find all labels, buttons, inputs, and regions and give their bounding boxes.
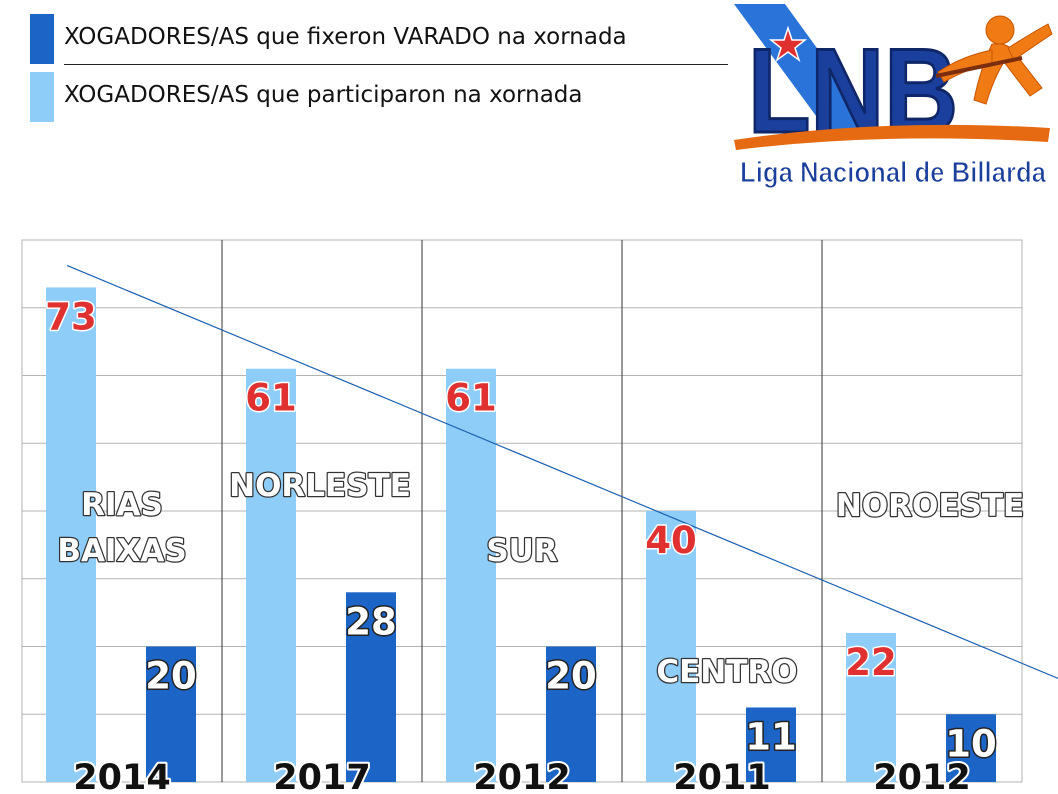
bar-varado-3: [746, 707, 796, 782]
data-label-participants-3: 40: [645, 519, 697, 562]
region-label-2: SUR: [486, 533, 557, 569]
logo-billarda-stick: [935, 56, 1023, 78]
data-label-participants-1: 61: [245, 377, 297, 420]
bar-varado-0: [146, 646, 196, 782]
data-label-varado-3: 11: [745, 715, 797, 758]
chart-bars: [46, 287, 996, 782]
bar-participants-4: [846, 632, 896, 782]
data-label-varado-4: 10: [945, 722, 997, 765]
legend-label-varado: XOGADORES/AS que fixeron VARADO na xorna…: [64, 24, 627, 50]
bar-varado-4: [946, 714, 996, 782]
x-tick-label-4: 2012: [873, 758, 970, 794]
data-label-participants-0: 73: [45, 295, 97, 338]
data-label-varado-1: 28: [345, 600, 397, 643]
bar-varado-2: [546, 646, 596, 782]
bar-participants-0: [46, 287, 96, 782]
bar-participants-1: [246, 368, 296, 782]
logo-name: Liga Nacional de Billarda: [740, 157, 1047, 189]
data-label-participants-4: 22: [845, 641, 897, 684]
region-label-3: CENTRO: [656, 654, 797, 690]
chart-labels: 73 20 RIAS BAIXAS 2014 61 28 NORLESTE 2017 61 20 SU…: [44, 294, 1026, 794]
data-label-participants-2: 61: [445, 377, 497, 420]
logo-star-icon: [768, 25, 808, 62]
x-tick-label-3: 2011: [673, 758, 770, 794]
region-label-0: RIAS: [81, 487, 163, 523]
bar-participants-2: [446, 368, 496, 782]
region-label-1: NORLESTE: [229, 468, 411, 504]
logo-orange-swoosh: [734, 124, 1050, 150]
lnb-logo: LNB Liga Nacional de Billarda: [734, 4, 1053, 190]
bar-participants-3: [646, 511, 696, 782]
data-label-varado-0: 20: [145, 655, 197, 698]
legend-label-participants: XOGADORES/AS que participaron na xornada: [64, 82, 583, 108]
logo-player-icon: [937, 15, 1053, 105]
legend-swatch-participants: [30, 72, 54, 122]
legend: XOGADORES/AS que fixeron VARADO na xorna…: [30, 14, 728, 124]
x-tick-label-0: 2014: [73, 758, 170, 794]
legend-swatch-varado: [30, 14, 54, 64]
region-label-0: BAIXAS: [57, 533, 186, 569]
x-tick-label-1: 2017: [273, 758, 370, 794]
x-tick-label-2: 2012: [473, 758, 570, 794]
data-label-varado-2: 20: [545, 655, 597, 698]
bar-varado-1: [346, 592, 396, 782]
legend-divider: [64, 64, 728, 65]
chart-trendline: [66, 264, 1058, 679]
region-label-4: NOROESTE: [836, 488, 1024, 524]
trendline-participants: [66, 264, 1058, 679]
logo-flag-stripe: [734, 4, 880, 135]
